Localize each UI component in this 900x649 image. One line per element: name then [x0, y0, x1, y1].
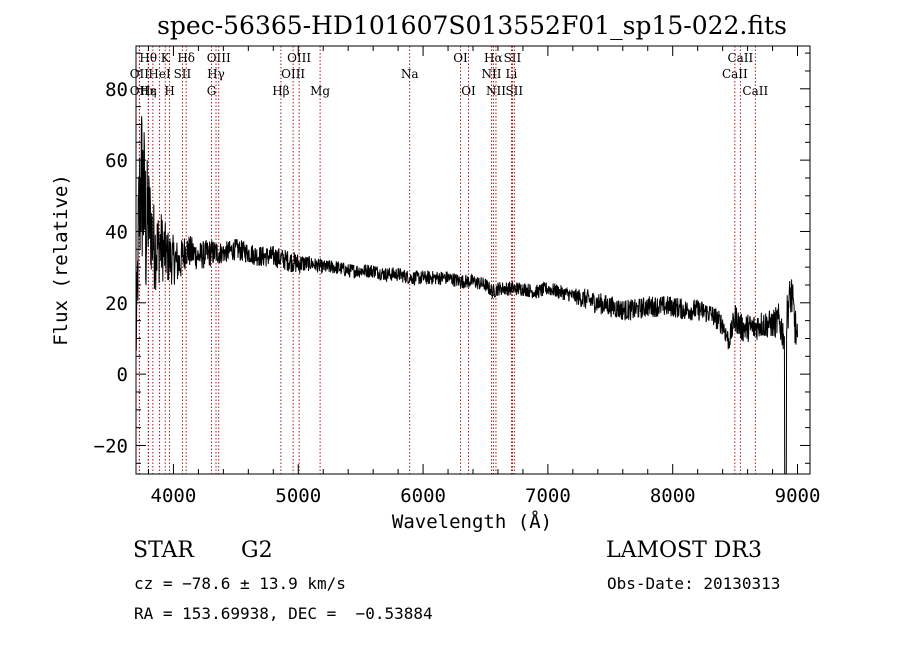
spectral-line-label: NII [481, 67, 501, 81]
spectral-line-label: η [149, 84, 156, 98]
coordinates-info: RA = 153.69938, DEC = −0.53884 [134, 604, 433, 623]
spectral-line-label: Hε [140, 84, 157, 98]
spectrum-line [135, 116, 798, 475]
x-tick-label: 9000 [775, 485, 821, 507]
spectral-line-label: OIII [207, 51, 231, 65]
chart-title: spec-56365-HD101607S013552F01_sp15-022.f… [157, 11, 787, 40]
spectrum-series [135, 116, 798, 475]
y-tick-label: −20 [94, 435, 128, 457]
spectral-line-label: SII [505, 84, 523, 98]
spectral-line-label: OIII [281, 67, 305, 81]
spectral-line-label: H [164, 84, 174, 98]
plot-frame [135, 45, 811, 475]
spectral-line-label: CaII [742, 84, 768, 98]
spectral-line-label: CaII [722, 67, 748, 81]
x-tick-label: 5000 [275, 485, 321, 507]
spectral-line-label: K [161, 51, 171, 65]
spectral-line-label: OII [130, 84, 150, 98]
y-tick-label: 20 [105, 293, 128, 315]
x-axis-label: Wavelength (Å) [392, 510, 552, 533]
x-tick-label: 6000 [400, 485, 446, 507]
spectral-line-label: OI [453, 51, 468, 65]
spectral-line-label: Hβ [272, 84, 289, 98]
y-tick-label: 0 [117, 364, 128, 386]
axis-ticks: 4000 5000 6000 7000 8000 9000 −20 0 20 40 60 80 [94, 46, 821, 507]
spectral-line-label: HeI [148, 67, 171, 81]
object-subclass: G2 [241, 538, 273, 563]
spectral-line-label: SII [174, 67, 192, 81]
spectral-line-label: Hδ [177, 51, 195, 65]
spectral-line-label: OIII [287, 51, 311, 65]
redshift-info: cz = −78.6 ± 13.9 km/s [134, 574, 346, 593]
y-tick-label: 40 [105, 221, 128, 243]
spectral-line-label: Hα [484, 51, 503, 65]
survey-name: LAMOST DR3 [606, 538, 762, 563]
y-tick-label: 80 [105, 79, 128, 101]
spectral-line-label: G [207, 84, 217, 98]
x-tick-label: 8000 [650, 485, 696, 507]
x-tick-label: 7000 [525, 485, 571, 507]
spectral-line-label: OI [461, 84, 476, 98]
spectral-line-label: Hγ [207, 67, 225, 81]
spectral-line-label: Na [401, 67, 419, 81]
spectral-line-label: SII [504, 51, 522, 65]
y-axis-label: Flux (relative) [50, 174, 72, 346]
spectral-line-label: CaII [727, 51, 753, 65]
spectral-line-label: Mg [310, 84, 330, 98]
spectral-line-label: NII [486, 84, 506, 98]
y-tick-label: 60 [105, 150, 128, 172]
x-tick-label: 4000 [151, 485, 197, 507]
object-class: STAR [133, 538, 194, 563]
spectral-line-label: Li [506, 67, 518, 81]
observation-date: Obs-Date: 20130313 [607, 574, 781, 593]
